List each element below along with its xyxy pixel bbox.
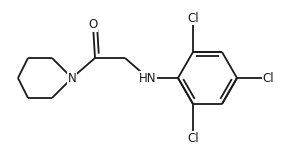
Text: HN: HN — [139, 71, 157, 84]
Text: O: O — [88, 18, 98, 31]
Text: Cl: Cl — [187, 11, 199, 24]
Text: Cl: Cl — [262, 71, 274, 84]
Text: N: N — [68, 71, 76, 84]
Text: Cl: Cl — [187, 131, 199, 144]
